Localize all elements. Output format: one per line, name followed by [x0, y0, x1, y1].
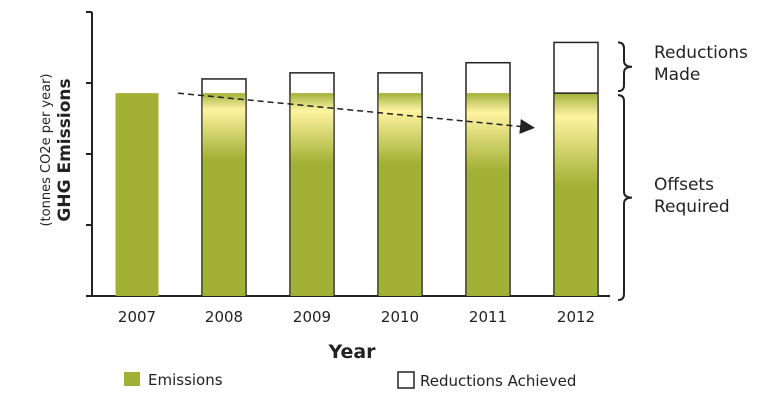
reductions-made-label-line2: Made [654, 65, 700, 85]
emissions-fade-2008 [202, 93, 246, 159]
offsets-required-label-line1: Offsets [654, 175, 714, 195]
emissions-fade-2012 [554, 93, 598, 186]
offsets-required-label-line2: Required [654, 197, 730, 217]
x-tick-label-2008: 2008 [205, 308, 243, 326]
y-axis-subtitle: (tonnes CO2e per year) [39, 73, 54, 226]
x-tick-label-2011: 2011 [469, 308, 507, 326]
y-axis-title: GHG Emissions [55, 78, 75, 221]
legend-reductions-label: Reductions Achieved [420, 372, 576, 390]
x-axis-title: Year [327, 341, 376, 363]
legend-emissions-label: Emissions [148, 371, 223, 389]
legend-reductions-swatch [397, 371, 415, 389]
emissions-bar-2007 [115, 93, 159, 297]
legend-emissions-swatch [124, 372, 140, 386]
x-axis-tick-labels: 2007 2008 2009 2010 2011 2012 [118, 308, 595, 326]
y-axis-ticks [86, 11, 92, 297]
offsets-brace [617, 94, 633, 301]
reductions-brace [617, 41, 633, 93]
emissions-fade-2009 [290, 93, 334, 164]
y-axis-title-group: GHG Emissions (tonnes CO2e per year) [39, 73, 75, 226]
x-tick-label-2007: 2007 [118, 308, 156, 326]
reductions-made-label-line1: Reductions [654, 43, 748, 63]
x-tick-label-2010: 2010 [381, 308, 419, 326]
bars [115, 41, 599, 297]
x-tick-label-2012: 2012 [557, 308, 595, 326]
emissions-fade-2011 [466, 93, 510, 171]
x-tick-label-2009: 2009 [293, 308, 331, 326]
emissions-fade-2010 [378, 93, 422, 164]
